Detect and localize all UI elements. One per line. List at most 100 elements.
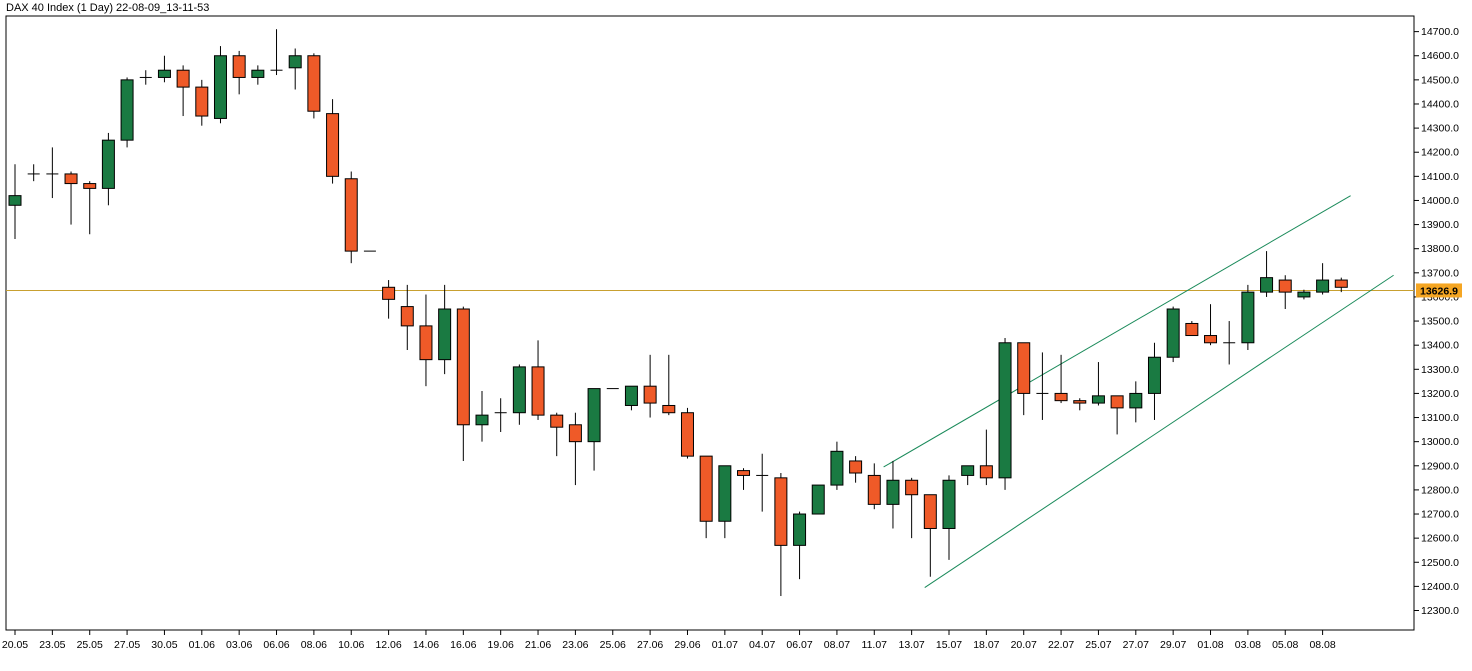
candle xyxy=(288,48,302,90)
candle xyxy=(139,70,152,85)
candle-body xyxy=(662,404,676,414)
x-tick-label: 14.06 xyxy=(413,639,439,651)
candle-body xyxy=(1185,322,1199,337)
candle-body xyxy=(1316,279,1330,293)
candle-body xyxy=(456,308,470,426)
candle xyxy=(1316,263,1330,295)
x-tick-label: 03.06 xyxy=(226,639,252,651)
candle xyxy=(699,455,713,539)
candle-body xyxy=(326,113,340,177)
candle xyxy=(1110,395,1124,435)
x-tick-label: 27.07 xyxy=(1123,639,1149,651)
x-tick-label: 25.07 xyxy=(1085,639,1111,651)
x-tick-label: 08.07 xyxy=(824,639,850,651)
candle xyxy=(1091,362,1105,406)
y-tick-label: 14200.0 xyxy=(1421,147,1459,159)
candle xyxy=(867,463,881,510)
y-tick-label: 14300.0 xyxy=(1421,123,1459,135)
candle xyxy=(737,468,751,490)
candle-body xyxy=(942,479,956,529)
candle-body xyxy=(1241,291,1255,344)
y-tick-label: 13500.0 xyxy=(1421,316,1459,328)
candle xyxy=(195,79,209,126)
trend-lines xyxy=(883,195,1394,589)
candle xyxy=(326,99,340,184)
candle xyxy=(1054,354,1068,404)
x-tick-label: 11.07 xyxy=(862,639,888,651)
candle-body xyxy=(64,173,78,185)
candle xyxy=(64,171,78,225)
candle xyxy=(46,147,59,199)
x-tick-label: 01.07 xyxy=(712,639,738,651)
current-price-label-group: 13626.9 xyxy=(1416,283,1462,298)
candle xyxy=(905,477,919,539)
candle xyxy=(998,337,1012,490)
candle-body xyxy=(531,366,545,416)
candle-body xyxy=(979,465,993,479)
candle-body xyxy=(830,450,844,486)
y-tick-label: 12500.0 xyxy=(1421,557,1459,569)
candle xyxy=(251,65,265,85)
candle-body xyxy=(568,424,582,443)
candle xyxy=(1129,381,1143,423)
date-axis[interactable]: 20.05 23.05 25.05 27.05 30.05 01.06 03.06 06.06… xyxy=(2,630,1336,651)
candle-body xyxy=(1204,335,1218,344)
candle-body xyxy=(120,79,134,141)
candle xyxy=(456,306,470,461)
x-tick-label: 12.06 xyxy=(375,639,401,651)
price-axis[interactable]: 12300.0 12400.0 12500.0 12600.0 12700.0 12800… xyxy=(1414,26,1459,617)
x-tick-label: 23.05 xyxy=(39,639,65,651)
y-tick-label: 14000.0 xyxy=(1421,195,1459,207)
y-tick-label: 13100.0 xyxy=(1421,412,1459,424)
y-tick-label: 14600.0 xyxy=(1421,50,1459,62)
x-tick-label: 01.06 xyxy=(189,639,215,651)
candle xyxy=(923,494,937,577)
candle xyxy=(624,385,638,411)
candle-body xyxy=(998,342,1012,479)
candle xyxy=(793,511,807,580)
x-tick-label: 25.05 xyxy=(77,639,103,651)
x-tick-label: 08.06 xyxy=(301,639,327,651)
x-tick-label: 06.07 xyxy=(786,639,812,651)
candle xyxy=(1185,321,1199,337)
x-tick-label: 23.06 xyxy=(562,639,588,651)
y-tick-label: 13900.0 xyxy=(1421,219,1459,231)
candle-body xyxy=(382,286,396,300)
candle xyxy=(120,77,134,148)
candle-body xyxy=(1297,291,1311,298)
x-tick-label: 29.06 xyxy=(674,639,700,651)
y-tick-label: 13300.0 xyxy=(1421,364,1459,376)
candle xyxy=(8,164,22,240)
candle-body xyxy=(83,183,97,189)
candle-body xyxy=(1110,395,1124,409)
candle xyxy=(512,364,526,425)
candle xyxy=(531,340,545,420)
candle xyxy=(1260,251,1274,297)
x-tick-label: 29.07 xyxy=(1160,639,1186,651)
candle xyxy=(1166,306,1180,363)
candle-body xyxy=(718,465,732,522)
candle-body xyxy=(793,513,807,546)
candle xyxy=(1297,289,1311,300)
candle xyxy=(1223,321,1236,365)
candle-body xyxy=(1017,342,1031,394)
y-tick-label: 13700.0 xyxy=(1421,267,1459,279)
candle xyxy=(1017,342,1031,416)
x-tick-label: 15.07 xyxy=(936,639,962,651)
current-price-label: 13626.9 xyxy=(1420,285,1458,297)
plot-border xyxy=(5,15,1415,631)
candle xyxy=(886,460,900,529)
x-tick-label: 04.07 xyxy=(749,639,775,651)
y-tick-label: 13400.0 xyxy=(1421,340,1459,352)
x-tick-label: 08.08 xyxy=(1309,639,1335,651)
candle xyxy=(1204,304,1218,346)
candle xyxy=(550,412,564,457)
candle xyxy=(1036,352,1049,420)
candle-body xyxy=(905,479,919,496)
candle-body xyxy=(849,460,863,474)
x-tick-label: 01.08 xyxy=(1197,639,1223,651)
candle xyxy=(419,294,433,387)
x-tick-label: 25.06 xyxy=(600,639,626,651)
trend-line xyxy=(883,195,1351,468)
